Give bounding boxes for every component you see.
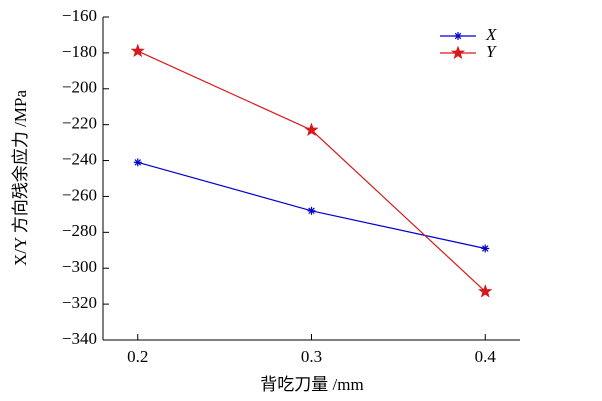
y-tick-label: −280 [62,221,97,240]
series-line [137,50,486,292]
legend-label: X [485,25,497,44]
y-tick-label: −340 [62,329,97,348]
point-marker [454,32,462,40]
x-axis-label: 背吃刀量 /mm [260,375,363,394]
point-marker [307,206,316,215]
y-axis-label: X/Y 方向残余应力 /MPa [11,90,30,266]
point-marker [304,122,319,137]
x-tick-label: 0.4 [475,347,497,366]
y-tick-label: −220 [62,114,97,133]
y-tick-label: −240 [62,149,97,168]
x-tick-label: 0.3 [301,347,322,366]
y-tick-label: −160 [62,6,97,25]
x-tick-label: 0.2 [127,347,148,366]
series-line [137,161,486,250]
point-marker [478,284,493,298]
point-marker [450,45,466,60]
y-tick-label: −300 [62,257,97,276]
y-tick-label: −320 [62,293,97,312]
point-marker [481,244,490,253]
y-tick-label: −180 [62,42,97,61]
y-tick-label: −260 [62,185,97,204]
legend-label: Y [486,42,497,61]
point-marker [130,43,145,58]
y-tick-label: −200 [62,78,97,97]
point-marker [133,158,142,167]
